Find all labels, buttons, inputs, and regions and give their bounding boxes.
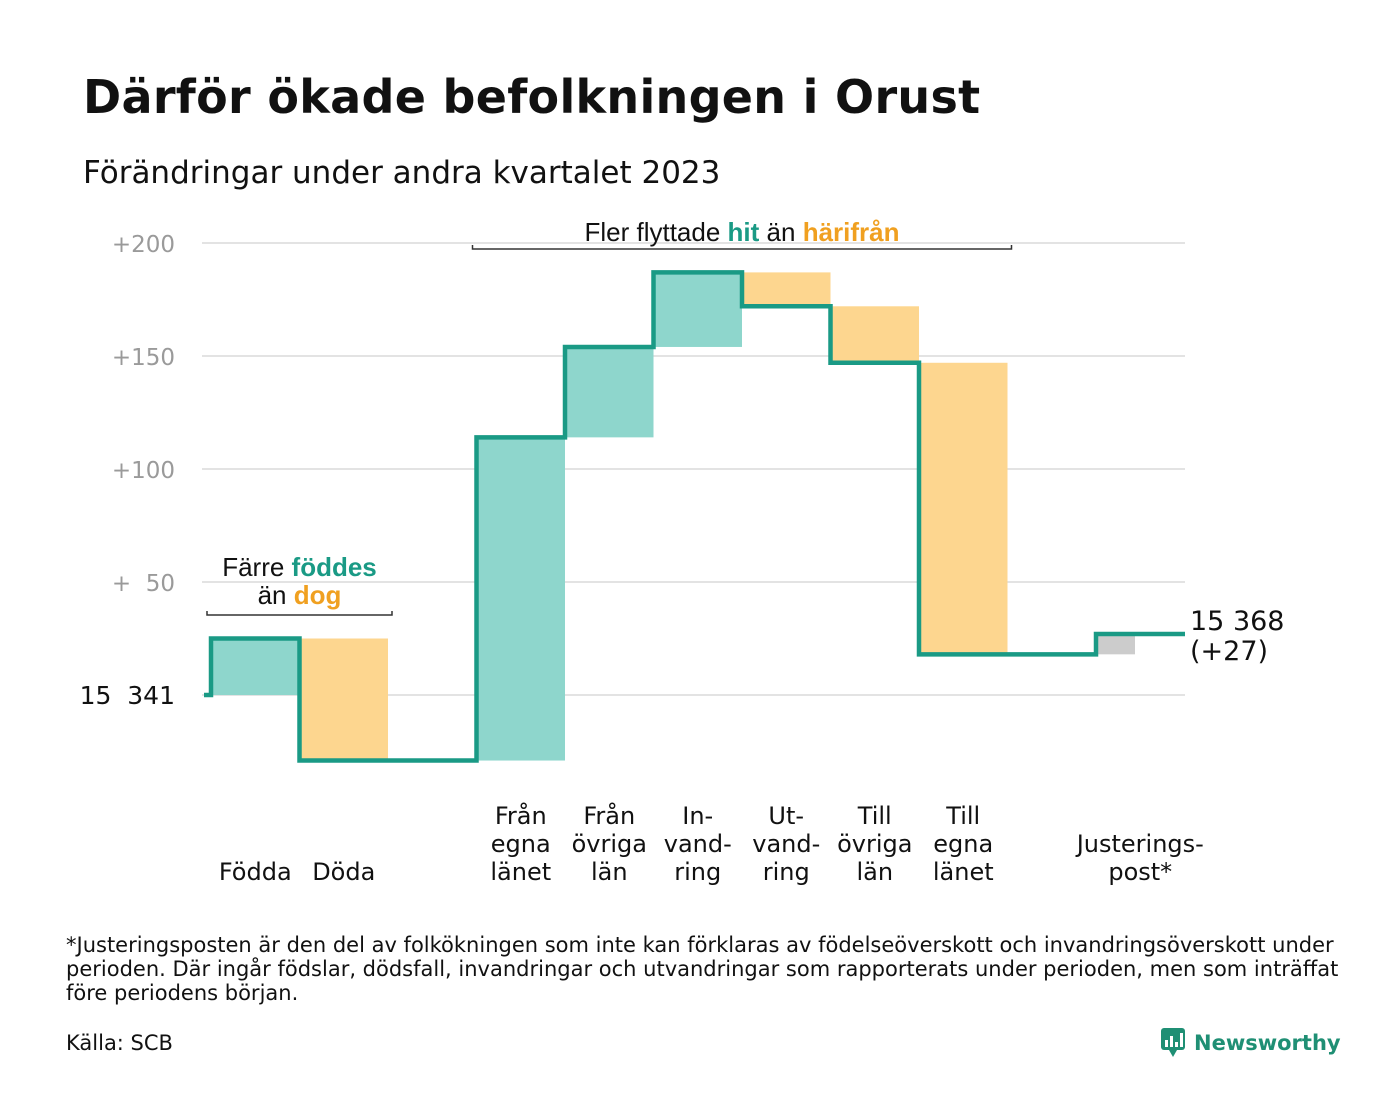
category-label-fran-egna: länet: [490, 858, 551, 886]
chart-title: Därför ökade befolkningen i Orust: [83, 70, 981, 124]
bar-utvandring: [742, 272, 831, 307]
category-label-invandring: In-: [682, 802, 713, 830]
category-label-fran-ovriga: län: [591, 858, 628, 886]
category-label-utvandring: vand-: [752, 830, 820, 858]
category-label-fran-egna: egna: [491, 830, 551, 858]
chart-subtitle: Förändringar under andra kvartalet 2023: [83, 155, 721, 191]
annotation-text-births: Färre föddes: [222, 552, 377, 582]
newsworthy-logo-icon: [1161, 1028, 1185, 1057]
category-label-justering: post*: [1108, 858, 1172, 886]
category-label-till-ovriga: Till: [857, 802, 892, 830]
y-tick-label: + 50: [112, 571, 175, 597]
brand-name: Newsworthy: [1194, 1031, 1341, 1055]
category-label-invandring: vand-: [664, 830, 732, 858]
bar-fran-ovriga: [565, 346, 654, 438]
bar-layer: [211, 272, 1135, 761]
source-note: Källa: SCB: [66, 1031, 173, 1055]
category-label-till-egna: egna: [933, 830, 993, 858]
annotation-text-migration: Fler flyttade hit än härifrån: [584, 217, 899, 247]
bar-till-ovriga: [830, 306, 919, 363]
bar-fran-egna: [476, 437, 565, 761]
end-value-label: 15 368: [1190, 606, 1284, 637]
category-label-invandring: ring: [674, 858, 721, 886]
annotation-bracket-migration: [471, 245, 1013, 250]
cumulative-step-line: [204, 270, 1185, 763]
start-value-label: 15 341: [80, 681, 175, 710]
bar-till-egna: [919, 362, 1008, 655]
category-label-fran-egna: Från: [495, 801, 547, 830]
category-label-fodda: Födda: [219, 858, 292, 886]
annotation-bracket-births: [206, 611, 393, 616]
y-tick-label: +100: [112, 458, 175, 484]
annotation-text-births: än dog: [258, 580, 342, 610]
bar-doda: [299, 638, 388, 761]
brand-logo: Newsworthy: [1160, 1026, 1341, 1060]
category-label-utvandring: ring: [763, 858, 810, 886]
footnote: *Justeringsposten är den del av folkökni…: [66, 933, 1339, 1005]
category-label-till-egna: Till: [945, 802, 980, 830]
end-change-label: (+27): [1190, 636, 1268, 667]
category-label-justering: Justerings-: [1075, 830, 1204, 858]
y-tick-label: +150: [112, 345, 175, 371]
step-line-layer: [204, 270, 1185, 763]
bar-invandring: [653, 272, 742, 347]
category-label-fran-ovriga: Från: [583, 801, 635, 830]
y-tick-label: +200: [112, 232, 175, 258]
bar-fodda: [211, 638, 300, 695]
category-label-doda: Döda: [312, 858, 375, 886]
bar-justering: [1098, 633, 1135, 655]
category-label-fran-ovriga: övriga: [572, 830, 647, 858]
category-label-till-ovriga: län: [856, 858, 893, 886]
category-label-till-egna: länet: [933, 858, 994, 886]
category-label-till-ovriga: övriga: [837, 830, 912, 858]
category-label-utvandring: Ut-: [768, 802, 804, 830]
